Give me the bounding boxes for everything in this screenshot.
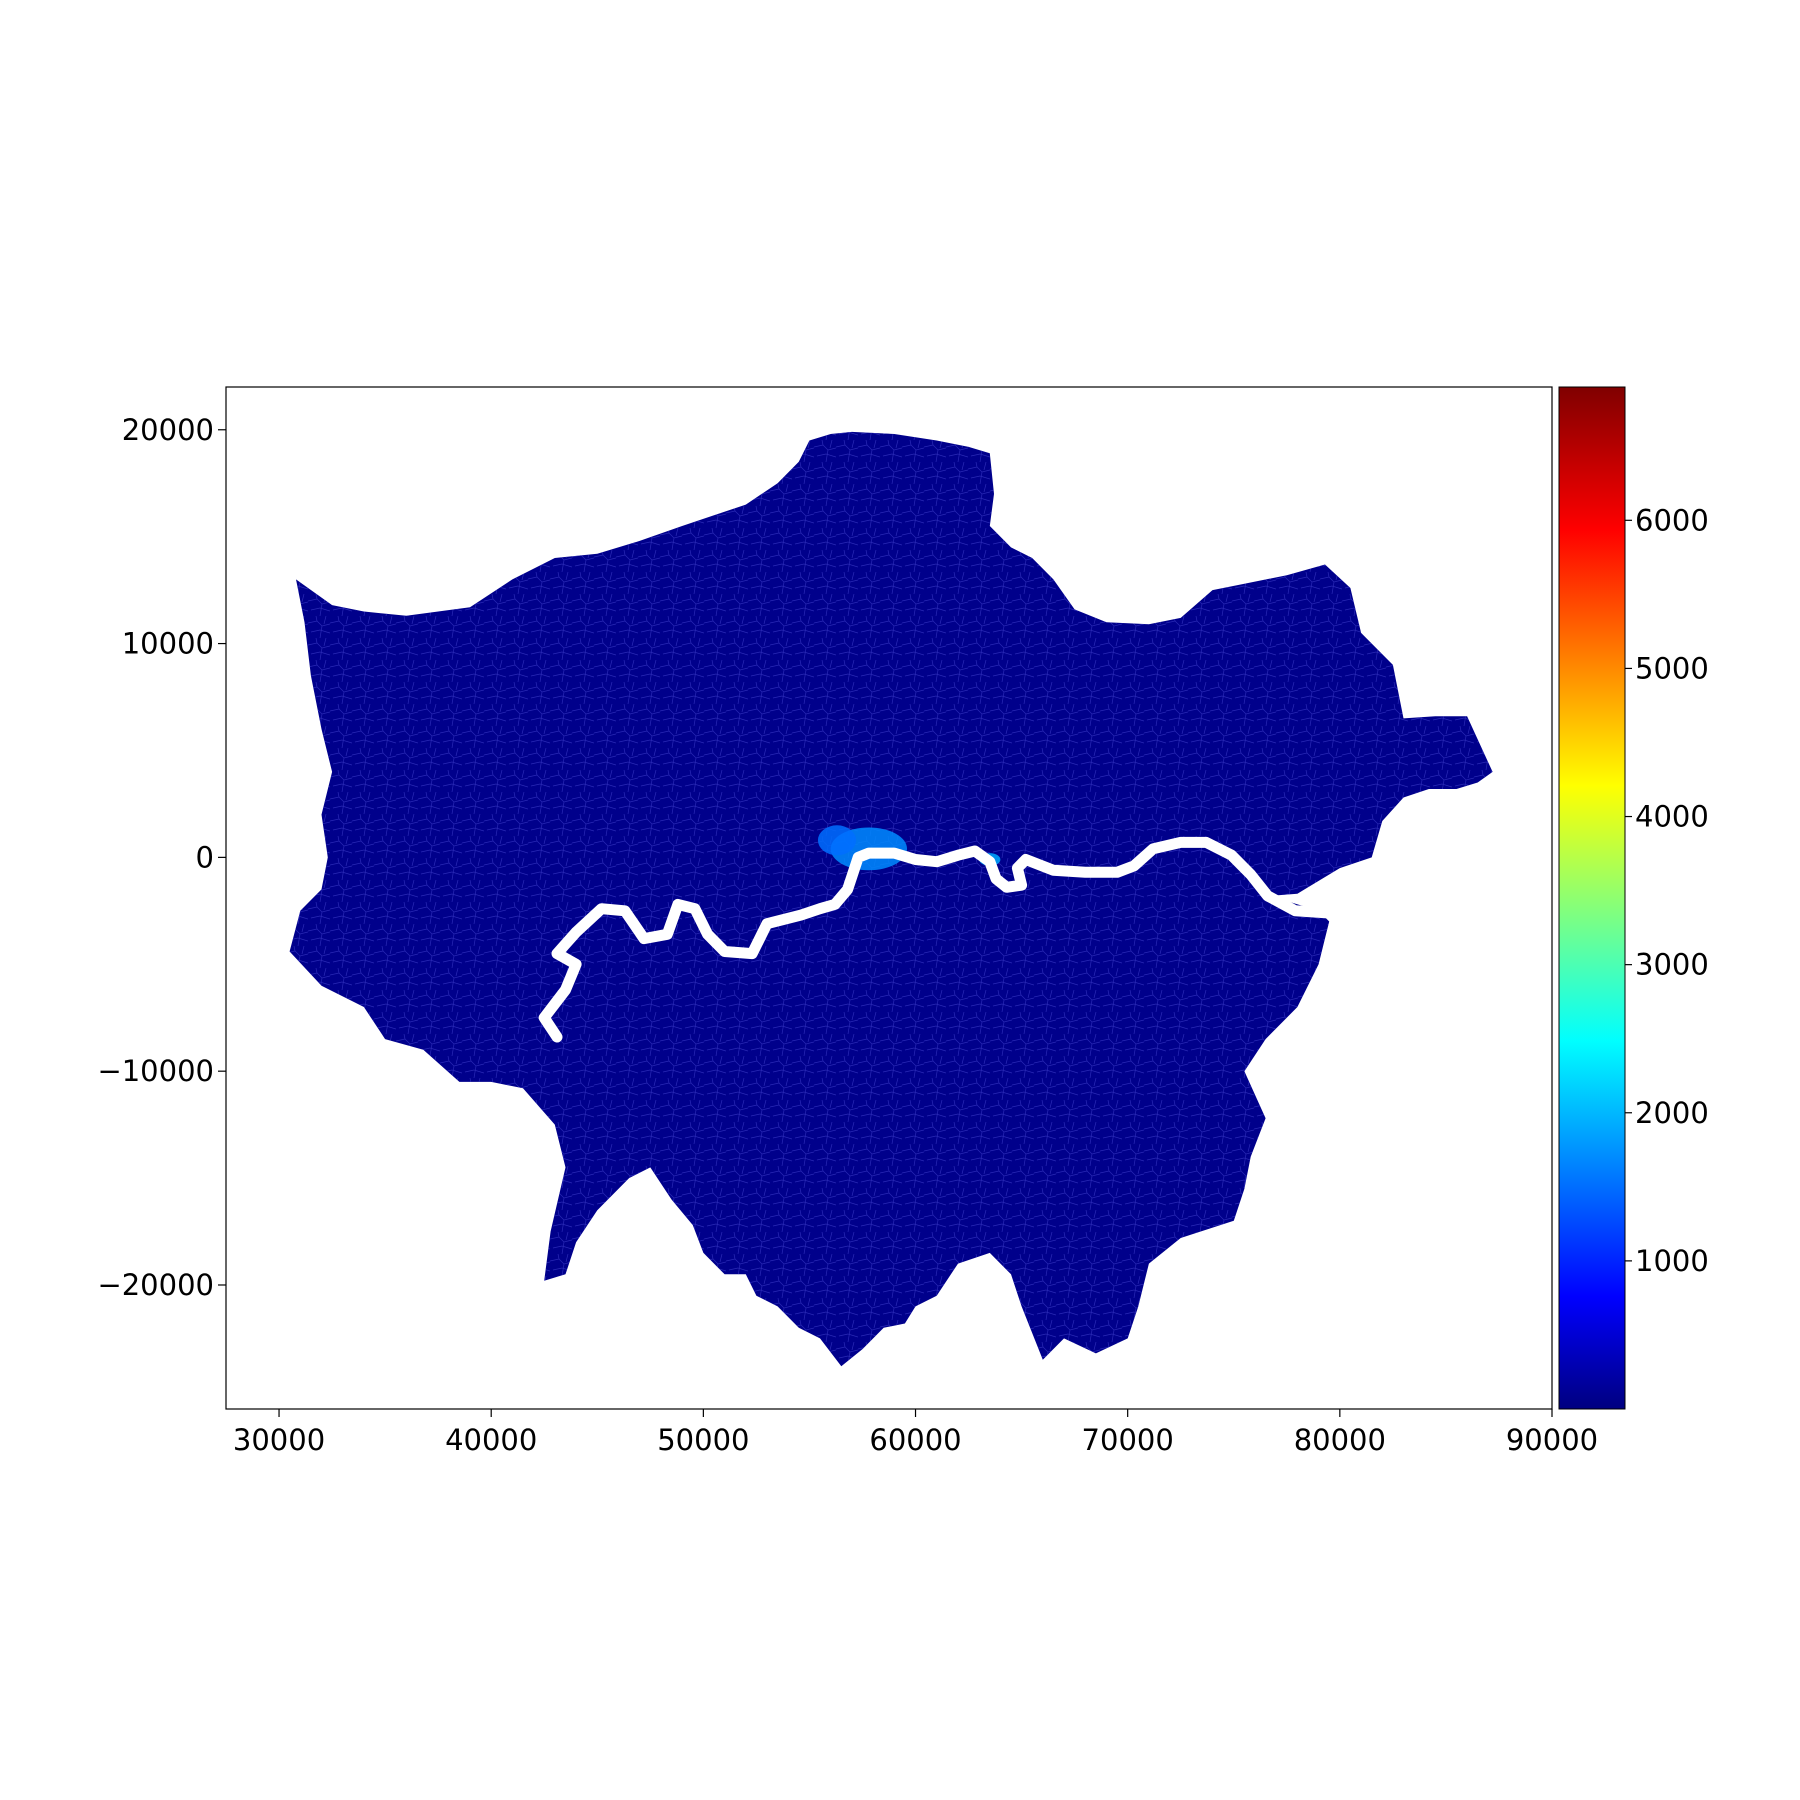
colorbar-ticks: 1000 2000 3000 4000 5000 6000: [1625, 503, 1709, 1278]
x-tick-label: 80000: [1294, 1423, 1386, 1457]
colorbar-tick-label: 1000: [1635, 1244, 1709, 1278]
y-tick-label: −20000: [97, 1268, 214, 1302]
river-thames: [538, 836, 1335, 1043]
plot-frame: [225, 386, 1553, 1410]
x-tick-label: 40000: [445, 1423, 537, 1457]
colorbar-tick-label: 4000: [1635, 800, 1709, 834]
y-tick-label: 20000: [122, 413, 214, 447]
colorbar-tick-label: 5000: [1635, 651, 1709, 685]
ward-boundaries-texture: [289, 431, 1493, 1367]
y-tick-label: 10000: [122, 627, 214, 661]
x-tick-label: 50000: [657, 1423, 749, 1457]
colorbar: 1000 2000 3000 4000 5000 6000: [1558, 386, 1709, 1410]
colorbar-tick-label: 2000: [1635, 1096, 1709, 1130]
colorbar-tick-label: 6000: [1635, 503, 1709, 537]
x-tick-label: 70000: [1082, 1423, 1174, 1457]
y-axis: 20000 10000 0 −10000 −20000: [97, 413, 226, 1302]
y-tick-label: −10000: [97, 1054, 214, 1088]
highlight-area: [817, 825, 857, 856]
colorbar-tick-label: 3000: [1635, 948, 1709, 982]
x-axis: 30000 40000 50000 60000 70000 80000 90000: [233, 1409, 1598, 1457]
x-tick-label: 30000: [233, 1423, 325, 1457]
x-tick-label: 60000: [869, 1423, 961, 1457]
colorbar-gradient: [1558, 386, 1626, 1410]
y-tick-label: 0: [196, 840, 214, 874]
map-layer: [289, 431, 1493, 1367]
x-tick-label: 90000: [1506, 1423, 1598, 1457]
